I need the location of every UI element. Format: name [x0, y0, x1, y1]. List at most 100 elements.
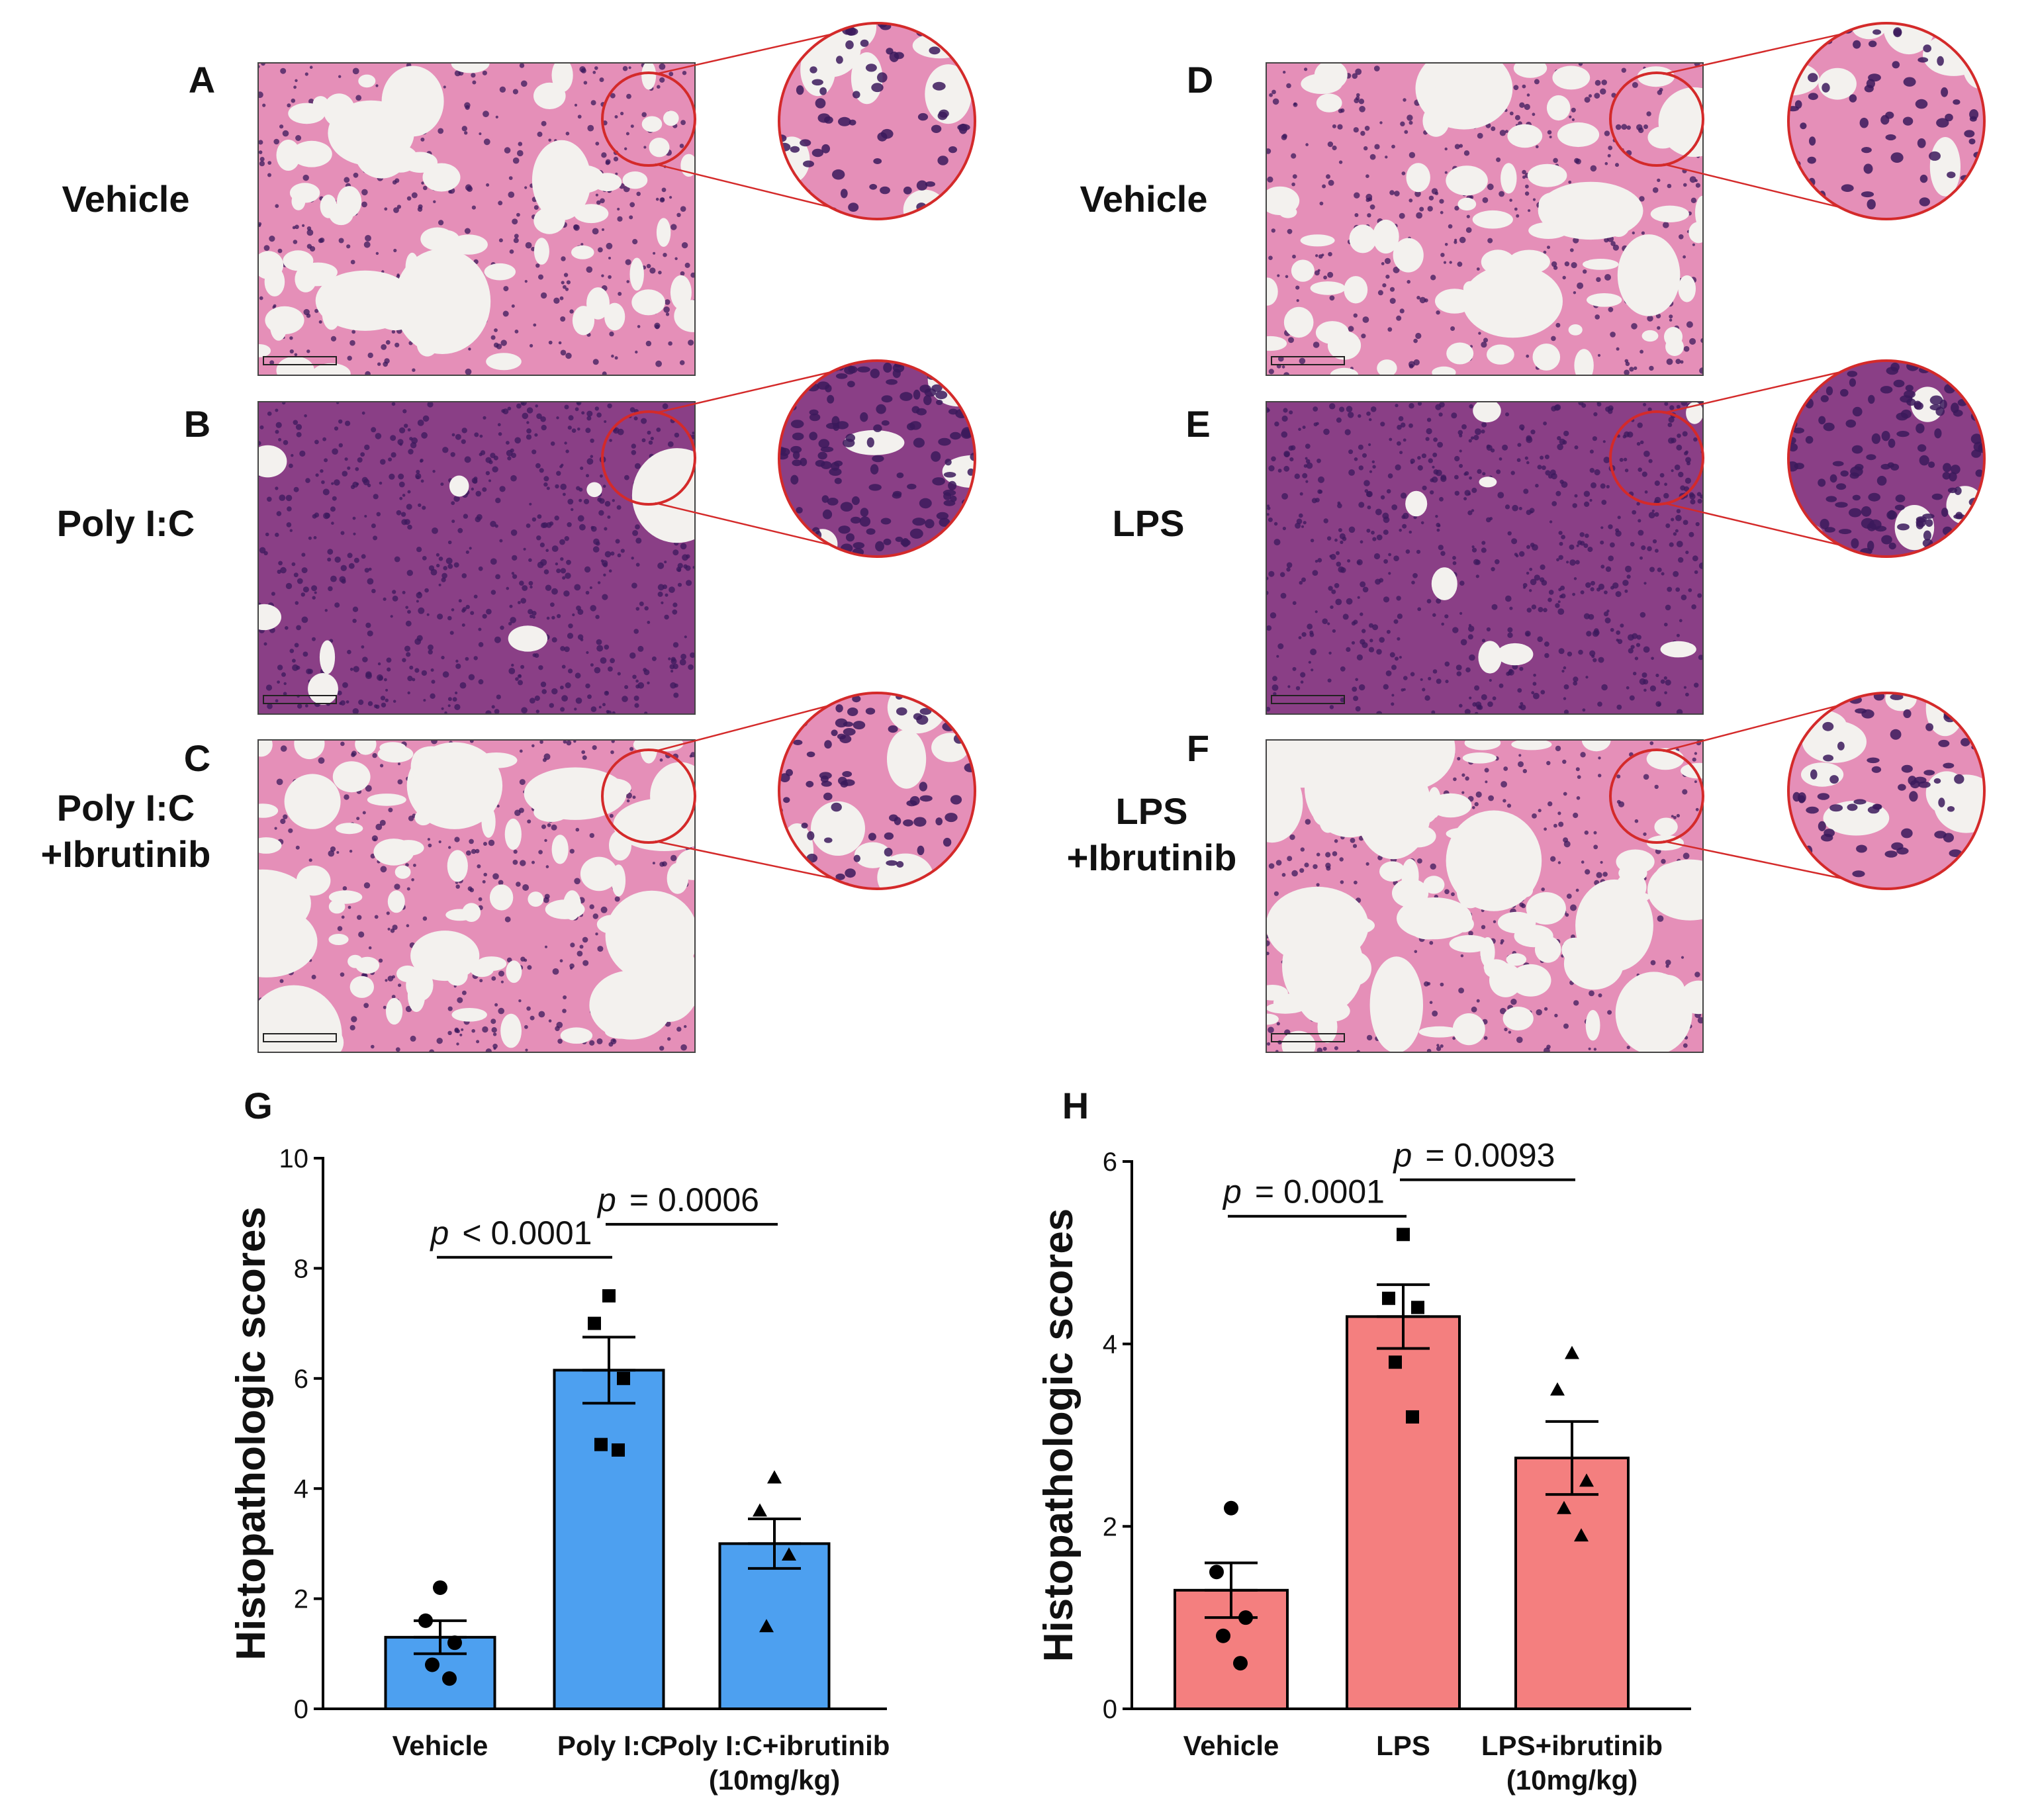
- alveolar-space: [265, 306, 304, 335]
- nucleus: [540, 522, 547, 528]
- nucleus: [631, 443, 636, 449]
- nucleus: [1521, 903, 1526, 909]
- nucleus: [521, 402, 525, 405]
- nucleus: [1389, 437, 1393, 441]
- nucleus: [1941, 87, 1949, 97]
- nucleus: [1959, 383, 1970, 392]
- nucleus: [1403, 438, 1407, 442]
- nucleus: [526, 421, 530, 424]
- nucleus: [1682, 431, 1688, 437]
- nucleus: [510, 617, 516, 623]
- nucleus: [1601, 500, 1607, 505]
- nucleus: [1605, 406, 1611, 412]
- nucleus: [509, 249, 514, 254]
- alveolar-space: [1291, 259, 1315, 282]
- nucleus: [631, 557, 634, 560]
- nucleus: [358, 931, 365, 938]
- nucleus: [1366, 528, 1371, 533]
- nucleus: [517, 674, 522, 678]
- nucleus: [1426, 599, 1432, 604]
- nucleus: [1487, 183, 1494, 191]
- nucleus: [346, 244, 351, 249]
- nucleus: [1452, 627, 1459, 633]
- nucleus: [1936, 118, 1949, 128]
- nucleus: [1697, 593, 1702, 598]
- nucleus: [1583, 490, 1591, 497]
- nucleus: [586, 416, 592, 421]
- alveolar-space: [572, 306, 595, 336]
- nucleus: [1629, 695, 1635, 701]
- nucleus: [669, 71, 674, 77]
- nucleus: [458, 599, 462, 603]
- nucleus: [853, 854, 861, 862]
- nucleus: [465, 604, 470, 610]
- nucleus: [966, 72, 975, 79]
- nucleus: [331, 522, 334, 525]
- nucleus: [1534, 79, 1540, 85]
- nucleus: [637, 645, 644, 652]
- nucleus: [1367, 505, 1371, 510]
- nucleus: [1867, 757, 1880, 764]
- nucleus: [1372, 624, 1379, 631]
- nucleus: [1619, 457, 1624, 462]
- nucleus: [1532, 544, 1538, 551]
- nucleus: [1452, 556, 1456, 560]
- nucleus: [1459, 580, 1465, 586]
- nucleus: [1872, 29, 1882, 35]
- nucleus: [553, 297, 560, 304]
- nucleus: [1475, 574, 1479, 578]
- nucleus: [500, 625, 504, 630]
- nucleus: [491, 705, 495, 709]
- nucleus: [690, 272, 695, 278]
- alveolar-space: [387, 890, 405, 913]
- alveolar-space: [663, 111, 679, 126]
- nucleus: [1451, 892, 1455, 897]
- nucleus: [296, 432, 302, 437]
- nucleus: [1505, 130, 1508, 134]
- alveolar-space: [258, 905, 318, 978]
- alveolar-space: [1583, 259, 1619, 270]
- nucleus: [1469, 696, 1472, 700]
- nucleus: [1338, 160, 1343, 164]
- nucleus: [1661, 858, 1666, 864]
- nucleus: [1616, 704, 1622, 710]
- nucleus: [1436, 1046, 1442, 1052]
- nucleus: [455, 884, 460, 889]
- nucleus: [279, 494, 286, 501]
- nucleus: [385, 698, 389, 702]
- nucleus: [404, 424, 408, 428]
- nucleus: [629, 407, 635, 412]
- nucleus: [1386, 489, 1391, 494]
- nucleus: [1397, 441, 1401, 446]
- p-value: 0.0001: [1283, 1173, 1385, 1210]
- nucleus: [1362, 642, 1368, 649]
- nucleus: [1688, 531, 1694, 537]
- p-value-label: p = 0.0006: [596, 1181, 759, 1218]
- nucleus: [1358, 502, 1365, 508]
- nucleus: [1509, 111, 1514, 116]
- nucleus: [1465, 227, 1472, 233]
- nucleus: [541, 689, 547, 694]
- nucleus: [1934, 831, 1947, 839]
- nucleus: [1393, 555, 1399, 561]
- nucleus: [1668, 437, 1675, 444]
- nucleus: [469, 547, 472, 550]
- nucleus: [1654, 480, 1660, 486]
- nucleus: [1290, 445, 1296, 451]
- nucleus: [328, 586, 333, 592]
- nucleus: [1486, 627, 1491, 632]
- nucleus: [818, 882, 825, 889]
- nucleus: [1276, 1022, 1280, 1026]
- nucleus: [285, 494, 293, 502]
- nucleus: [1861, 147, 1872, 154]
- nucleus: [1559, 479, 1564, 484]
- nucleus: [507, 456, 512, 461]
- nucleus: [295, 424, 302, 430]
- panel-letter-b: B: [184, 403, 210, 445]
- nucleus: [1286, 567, 1291, 572]
- nucleus: [312, 596, 316, 600]
- nucleus: [1845, 419, 1857, 428]
- nucleus: [551, 637, 557, 643]
- nucleus: [1292, 254, 1296, 259]
- nucleus: [1665, 679, 1671, 686]
